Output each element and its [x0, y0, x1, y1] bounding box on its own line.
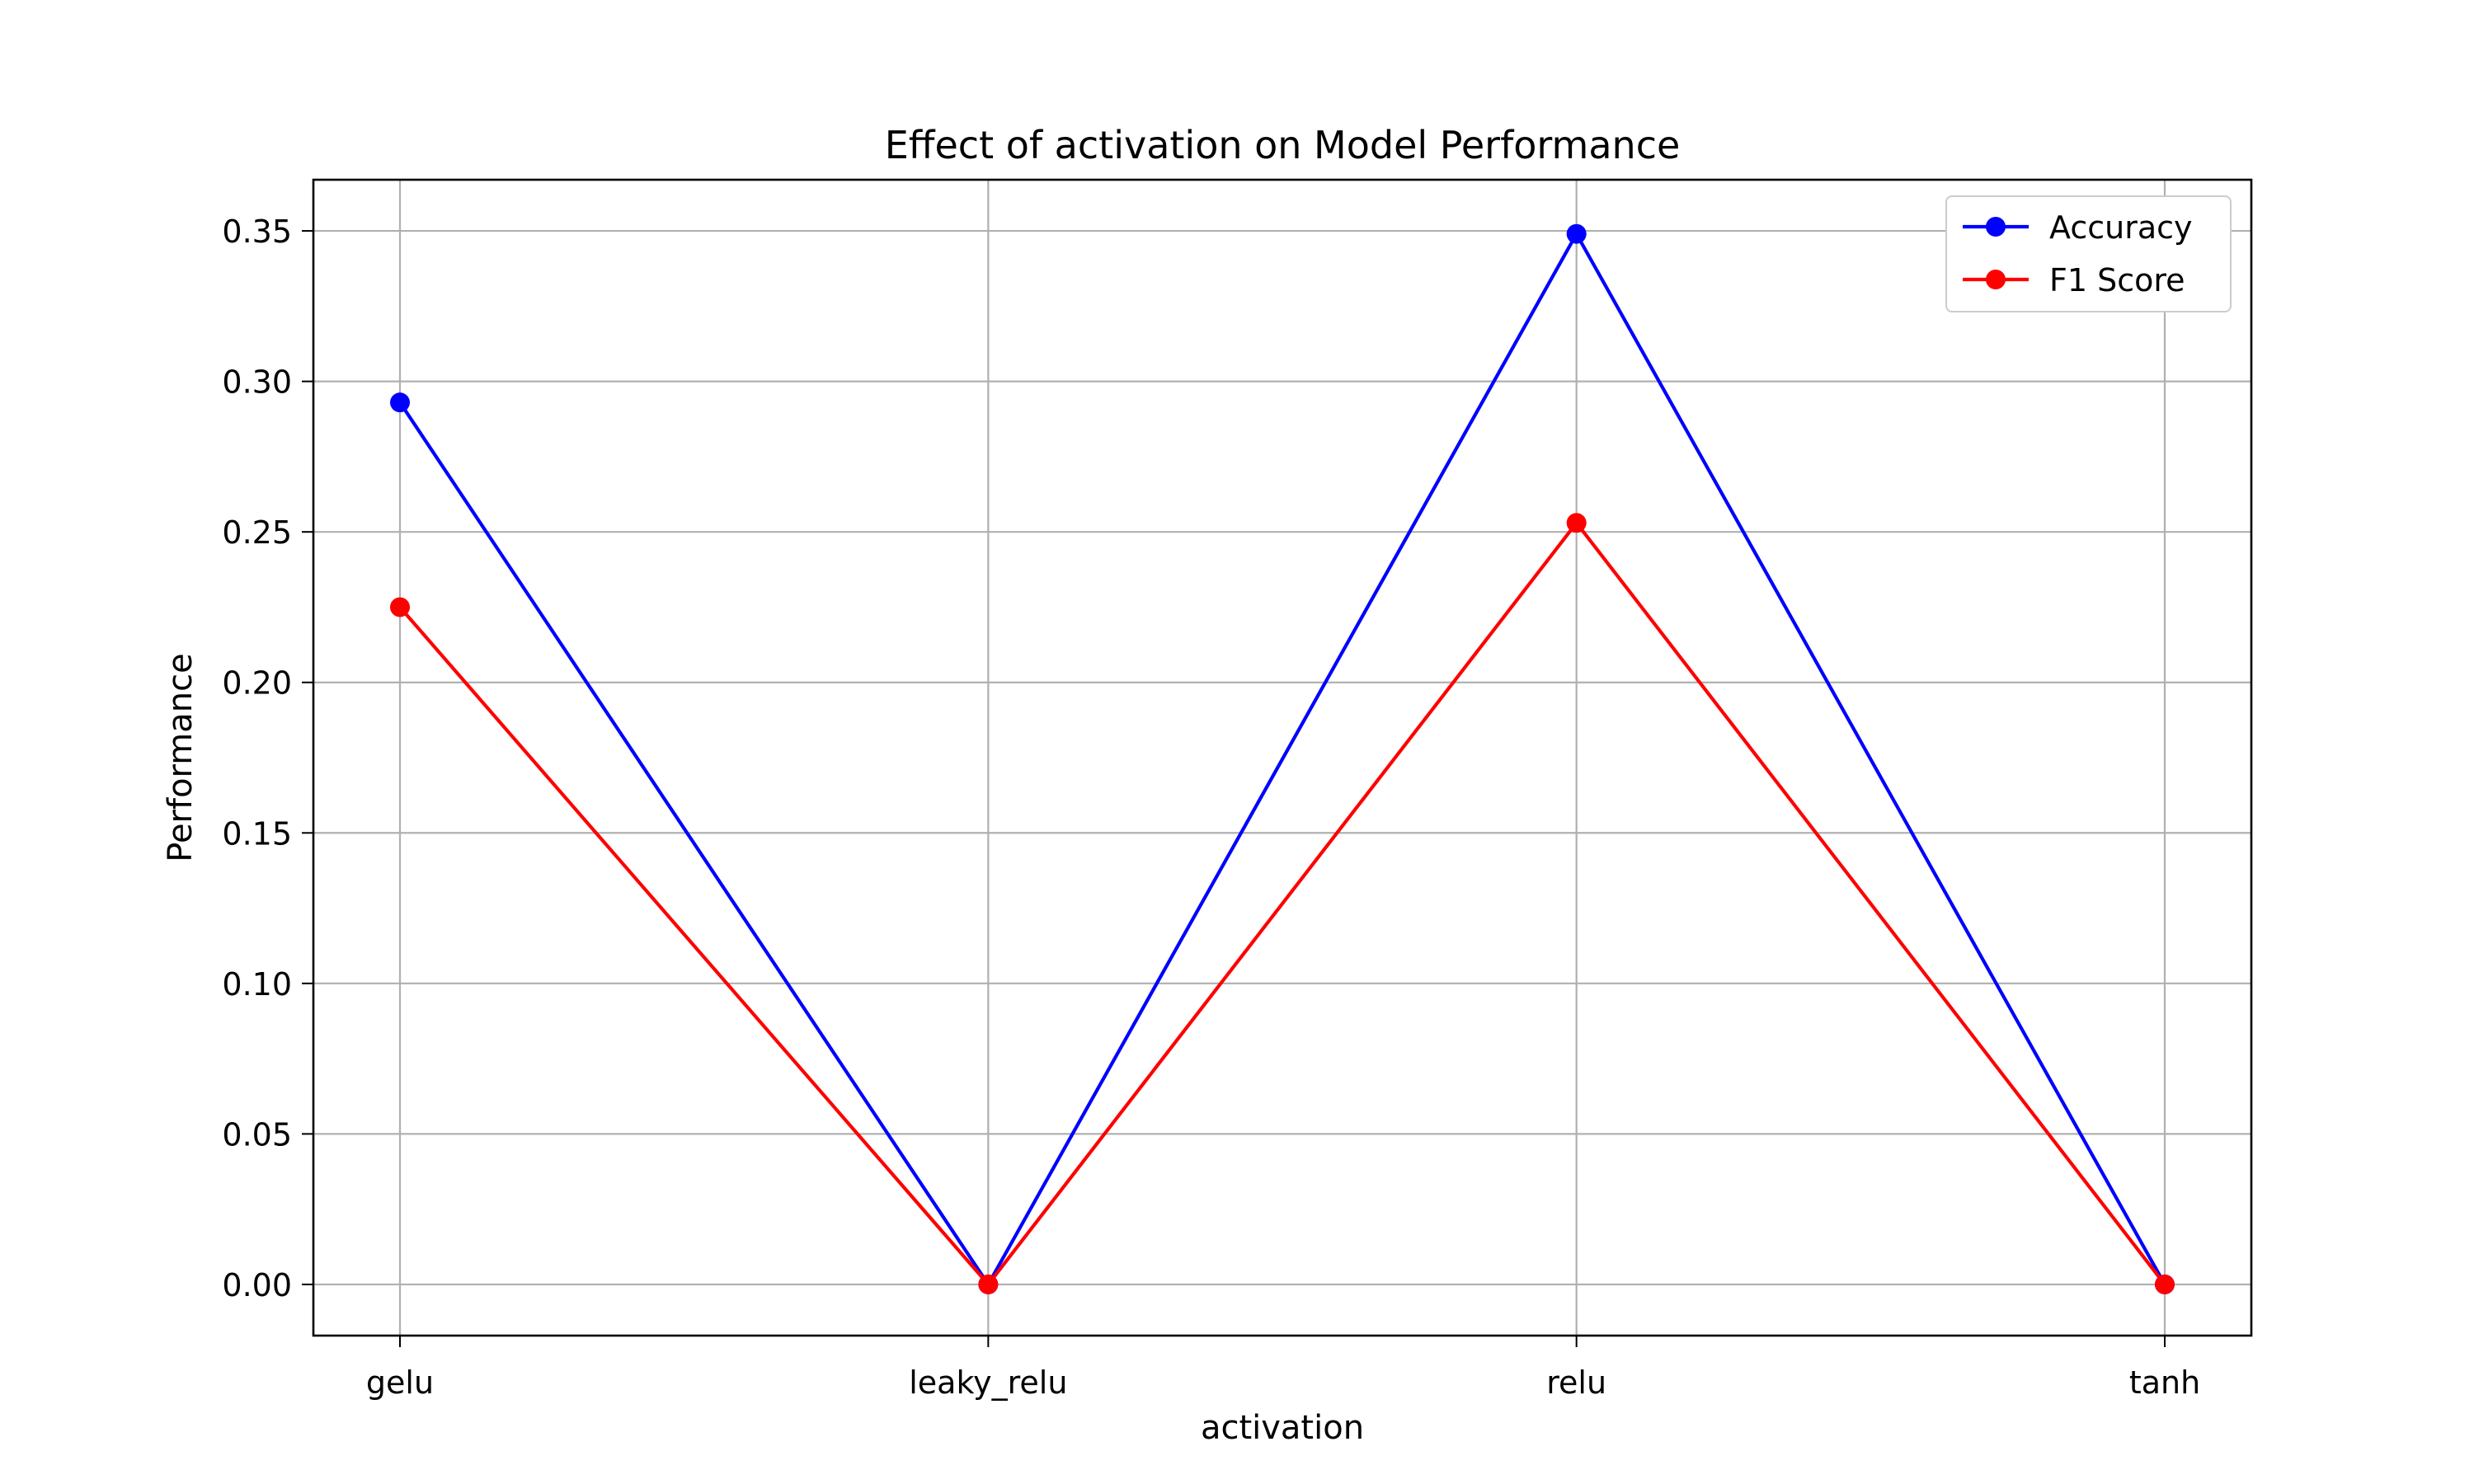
y-tick-label: 0.15 — [222, 815, 292, 852]
legend-label: Accuracy — [2049, 209, 2193, 246]
legend-label: F1 Score — [2049, 262, 2185, 298]
data-point — [2155, 1274, 2175, 1294]
data-point — [390, 597, 410, 618]
data-point — [1566, 513, 1587, 533]
y-tick-label: 0.00 — [222, 1267, 292, 1303]
data-point — [978, 1274, 999, 1294]
series-layer — [390, 223, 2175, 1294]
x-tick-label: leaky_relu — [909, 1364, 1067, 1401]
legend-marker — [1986, 217, 2006, 237]
chart-title: Effect of activation on Model Performanc… — [885, 123, 1681, 167]
data-point — [1566, 223, 1587, 244]
grid-layer — [313, 180, 2251, 1336]
y-tick-label: 0.35 — [222, 214, 292, 250]
axis-layer: 0.00 0.05 0.10 0.15 0.20 0.25 0.30 0.35 gelu leak… — [222, 214, 2200, 1401]
x-axis-label: activation — [1201, 1409, 1364, 1447]
y-tick-label: 0.25 — [222, 514, 292, 551]
data-point — [390, 392, 410, 413]
y-tick-label: 0.30 — [222, 364, 292, 401]
y-tick-label: 0.05 — [222, 1116, 292, 1153]
y-tick-label: 0.20 — [222, 665, 292, 702]
y-axis-label: Performance — [162, 653, 200, 862]
legend-marker — [1986, 270, 2006, 289]
plot-area-frame — [312, 178, 2253, 1337]
series-line — [398, 521, 2166, 1287]
legend: Accuracy F1 Score — [1945, 195, 2232, 312]
x-tick-label: relu — [1546, 1364, 1606, 1401]
y-tick-label: 0.10 — [222, 966, 292, 1003]
x-tick-label: tanh — [2129, 1364, 2200, 1401]
x-tick-label: gelu — [366, 1364, 434, 1401]
series-line — [398, 232, 2166, 1287]
